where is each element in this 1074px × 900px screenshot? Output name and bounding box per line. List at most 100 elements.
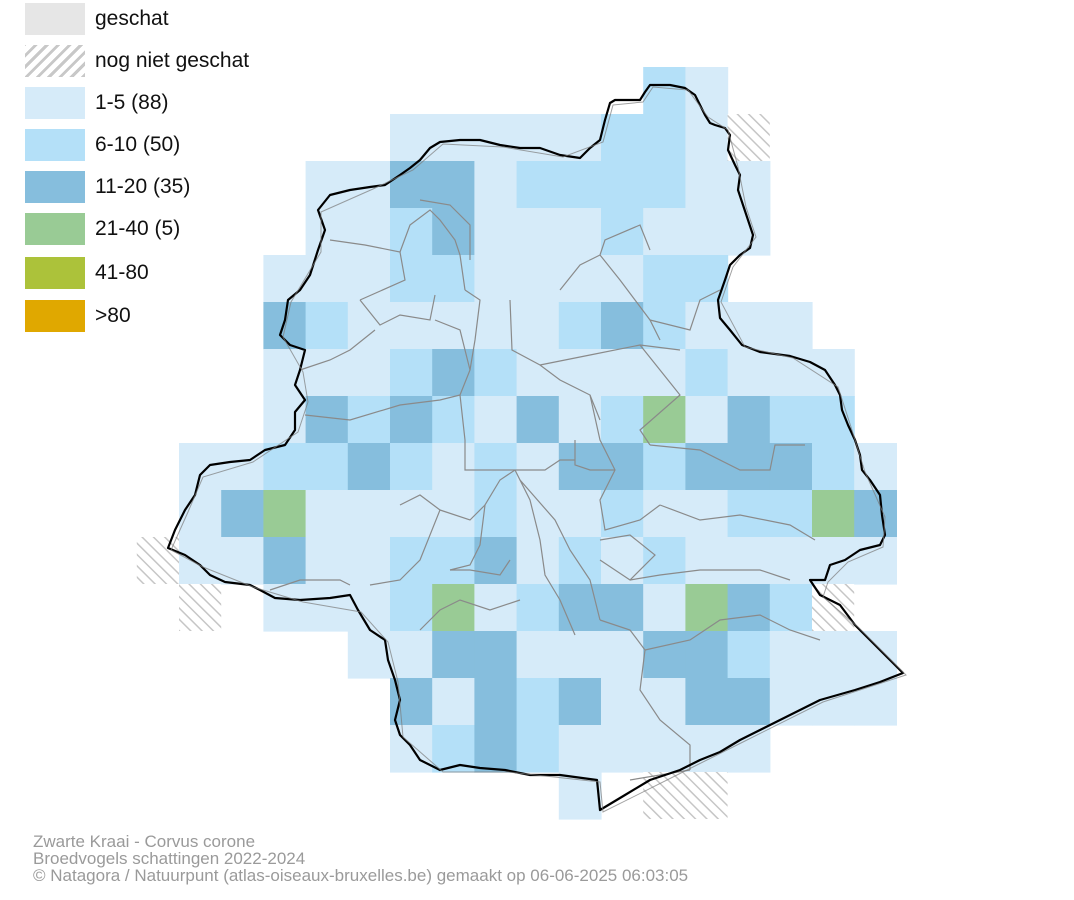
grid-cell (601, 631, 644, 679)
grid-cell (390, 208, 433, 256)
grid-cell (727, 490, 771, 538)
grid-cell (685, 255, 729, 303)
grid-cell (601, 584, 644, 632)
legend-swatch (25, 213, 85, 245)
grid-cell (727, 537, 771, 585)
grid-cell (685, 161, 729, 209)
grid-cell (516, 584, 560, 632)
legend-label: 21-40 (5) (95, 217, 181, 240)
grid-cell (390, 302, 433, 350)
grid-cell (643, 114, 686, 162)
grid-cell (305, 537, 349, 585)
grid-cell (516, 443, 560, 491)
grid-cell (432, 349, 475, 397)
unestimated-cell (179, 584, 222, 631)
grid-cell (812, 443, 855, 491)
legend-swatch (25, 87, 85, 119)
grid-cell (432, 584, 475, 632)
grid-cell (727, 161, 771, 209)
grid-cell (516, 114, 560, 162)
grid-cell (474, 349, 518, 397)
grid-cell (685, 349, 729, 397)
grid-cell (263, 537, 307, 585)
grid-cell (685, 208, 729, 256)
grid-cell (516, 537, 560, 585)
grid-cell (432, 725, 475, 773)
grid-cell (390, 114, 433, 162)
grid-cell (516, 208, 560, 256)
grid-cell (558, 114, 602, 162)
grid-cell (474, 725, 518, 773)
grid-cell (643, 161, 686, 209)
grid-cell (558, 302, 602, 350)
grid-cell (347, 490, 391, 538)
legend-label: >80 (95, 304, 131, 327)
grid-cell (305, 255, 349, 303)
grid-cell (643, 67, 686, 115)
grid-cell (516, 255, 560, 303)
grid-cell (601, 443, 644, 491)
credit-line: © Natagora / Natuurpunt (atlas-oiseaux-b… (33, 866, 689, 885)
legend-label: geschat (95, 7, 169, 30)
legend-label: 6-10 (50) (95, 133, 181, 156)
legend-swatch (25, 300, 85, 332)
grid-cell (390, 349, 433, 397)
grid-cell (390, 443, 433, 491)
legend-swatch (25, 45, 85, 77)
grid-cell (432, 490, 475, 538)
grid-cell (347, 584, 391, 632)
grid-cell (474, 490, 518, 538)
grid-cell (558, 584, 602, 632)
grid-cell (558, 725, 602, 773)
species-title: Zwarte Kraai - Corvus corone (33, 832, 256, 851)
grid-cell (727, 678, 771, 726)
grid-cell (643, 396, 686, 444)
grid-cell (347, 255, 391, 303)
grid-cell (263, 396, 307, 444)
grid-cell (558, 678, 602, 726)
grid-cell (727, 584, 771, 632)
grid-cell (643, 584, 686, 632)
grid-cell (685, 725, 729, 773)
grid-cell (601, 114, 644, 162)
grid-cell (179, 490, 222, 538)
grid-cell (643, 349, 686, 397)
grid-cell (812, 537, 855, 585)
grid-cell (643, 725, 686, 773)
grid-cell (601, 208, 644, 256)
grid-cell (516, 725, 560, 773)
grid-cell (558, 396, 602, 444)
grid-cell (601, 725, 644, 773)
grid-cell (685, 584, 729, 632)
legend-label: nog niet geschat (95, 49, 250, 72)
grid-cell (685, 678, 729, 726)
grid-cell (685, 67, 729, 115)
grid-cell (558, 537, 602, 585)
grid-cell (854, 631, 897, 679)
grid-cell (263, 302, 307, 350)
grid-cell (263, 490, 307, 538)
map-footer: Zwarte Kraai - Corvus corone Broedvogels… (33, 833, 688, 884)
region-outline (166, 83, 905, 812)
grid-cell (601, 396, 644, 444)
grid-cell (601, 537, 644, 585)
grid-cell (347, 443, 391, 491)
grid-cell (601, 349, 644, 397)
grid-cell (432, 396, 475, 444)
grid-cell (305, 349, 349, 397)
grid-cell (685, 537, 729, 585)
grid-cell (474, 678, 518, 726)
estimate-subtitle: Broedvogels schattingen 2022-2024 (33, 849, 306, 868)
grid-cell (305, 396, 349, 444)
grid-cell (769, 302, 813, 350)
grid-cell (432, 537, 475, 585)
grid-cell (685, 114, 729, 162)
grid-cell (727, 396, 771, 444)
grid-cell (221, 490, 264, 538)
grid-cell (432, 255, 475, 303)
grid-cell (221, 443, 264, 491)
grid-cell (643, 631, 686, 679)
grid-cell (558, 255, 602, 303)
grid-cell (432, 302, 475, 350)
